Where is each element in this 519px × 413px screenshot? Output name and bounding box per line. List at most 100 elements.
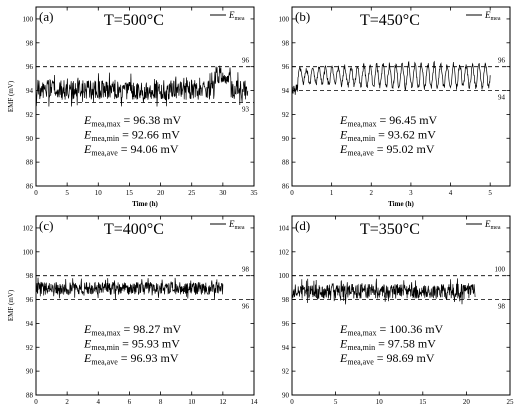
stat-annotation: Emea,max = 100.36 mV <box>339 322 444 338</box>
y-tick-label: 86 <box>26 183 34 191</box>
y-tick-label: 100 <box>23 15 34 23</box>
plot-frame <box>291 6 511 187</box>
stat-annotation: Emea,ave = 96.93 mV <box>83 351 179 367</box>
stat-value: = 96.45 mV <box>376 113 437 127</box>
stat-subscript: mea,ave <box>347 358 374 367</box>
stat-annotation: Emea,max = 96.38 mV <box>83 113 182 129</box>
stat-annotation: Emea,min = 95.93 mV <box>83 337 180 353</box>
x-tick-label: 1 <box>330 189 334 197</box>
stat-symbol: E <box>83 142 92 156</box>
y-tick-label: 100 <box>279 272 290 280</box>
stat-subscript: mea,max <box>91 329 120 338</box>
y-tick-label: 100 <box>279 15 290 23</box>
y-tick-label: 100 <box>23 248 34 256</box>
y-tick-label: 94 <box>282 344 290 352</box>
x-tick-label: 2 <box>65 398 69 406</box>
x-tick-label: 5 <box>488 189 492 197</box>
y-tick-label: 94 <box>26 320 34 328</box>
x-tick-label: 25 <box>507 398 515 406</box>
legend-symbol: E <box>228 219 235 229</box>
y-tick-label: 102 <box>23 224 34 232</box>
x-axis-label: Time (h) <box>132 200 158 208</box>
y-tick-label: 96 <box>282 63 290 71</box>
stat-annotation: Emea,ave = 98.69 mV <box>339 351 435 367</box>
y-tick-label: 98 <box>26 272 34 280</box>
panel-title: T=400°C <box>104 221 164 238</box>
stat-value: = 94.06 mV <box>118 142 179 156</box>
plot-frame <box>35 215 255 396</box>
reference-line-label: 96 <box>242 57 250 65</box>
stat-value: = 96.38 mV <box>120 113 181 127</box>
plot-frame <box>291 215 511 396</box>
stat-value: = 100.36 mV <box>376 322 443 336</box>
x-axis-label: Time (h) <box>388 200 414 208</box>
y-tick-label: 104 <box>279 224 290 232</box>
stat-subscript: mea,min <box>347 134 375 143</box>
x-tick-label: 30 <box>219 189 227 197</box>
y-tick-label: 92 <box>26 344 34 352</box>
x-tick-label: 4 <box>449 189 453 197</box>
y-axis-label: EMF (mV) <box>7 289 15 321</box>
legend-label: Emea <box>228 219 245 231</box>
y-tick-label: 96 <box>282 320 290 328</box>
stat-value: = 97.58 mV <box>375 337 436 351</box>
x-tick-label: 12 <box>219 398 227 406</box>
y-tick-label: 94 <box>26 87 34 95</box>
y-tick-label: 90 <box>26 135 34 143</box>
stat-annotation: Emea,ave = 94.06 mV <box>83 142 179 158</box>
x-tick-label: 20 <box>463 398 471 406</box>
stat-subscript: mea,min <box>91 343 119 352</box>
x-tick-label: 0 <box>34 189 38 197</box>
y-tick-label: 96 <box>26 63 34 71</box>
y-axis-label: EMF (mV) <box>7 80 15 112</box>
stat-value: = 92.66 mV <box>119 128 180 142</box>
x-tick-label: 35 <box>251 189 259 197</box>
stat-value: = 98.27 mV <box>120 322 181 336</box>
y-tick-label: 86 <box>282 183 290 191</box>
x-tick-label: 6 <box>128 398 132 406</box>
y-tick-label: 92 <box>282 111 290 119</box>
stat-subscript: mea,ave <box>91 149 118 158</box>
emf-series-line <box>35 277 224 300</box>
chart-panel: 88 90 92 94 96 98 100 102 0 2 4 6 8 10 12 14 EMF (mV) 98 9… <box>7 215 258 406</box>
legend-subscript: mea <box>235 225 245 231</box>
stat-value: = 95.02 mV <box>374 142 435 156</box>
y-tick-label: 88 <box>282 159 290 167</box>
x-tick-label: 10 <box>95 189 103 197</box>
x-tick-label: 2 <box>370 189 374 197</box>
panel-title: T=450°C <box>360 12 420 29</box>
stat-subscript: mea,max <box>347 329 376 338</box>
x-tick-label: 10 <box>188 398 196 406</box>
emf-series-line <box>291 278 476 305</box>
panel-label: (d) <box>295 218 310 233</box>
legend-subscript: mea <box>491 16 501 22</box>
stat-annotation: Emea,max = 96.45 mV <box>339 113 438 129</box>
reference-line-label: 96 <box>242 303 250 311</box>
chart-panel: 86 88 90 92 94 96 98 100 0 5 10 15 20 25 30 35 EMF (mV) T… <box>7 6 259 208</box>
stat-subscript: mea,ave <box>91 358 118 367</box>
y-tick-label: 92 <box>282 368 290 376</box>
panel-label: (a) <box>39 9 53 24</box>
x-tick-label: 0 <box>290 189 294 197</box>
stat-symbol: E <box>339 113 348 127</box>
stat-value: = 93.62 mV <box>375 128 436 142</box>
y-tick-label: 90 <box>282 392 290 400</box>
x-tick-label: 15 <box>419 398 427 406</box>
stat-value: = 95.93 mV <box>119 337 180 351</box>
y-tick-label: 98 <box>282 39 290 47</box>
x-tick-label: 4 <box>97 398 101 406</box>
reference-line-label: 93 <box>242 105 250 113</box>
stat-symbol: E <box>83 113 92 127</box>
y-tick-label: 90 <box>282 135 290 143</box>
legend-label: Emea <box>228 10 245 22</box>
stat-symbol: E <box>339 337 348 351</box>
x-tick-label: 3 <box>409 189 413 197</box>
reference-line-label: 98 <box>242 266 250 274</box>
y-tick-label: 88 <box>26 159 34 167</box>
x-tick-label: 5 <box>334 398 338 406</box>
x-tick-label: 10 <box>376 398 384 406</box>
chart-panel: 86 88 90 92 94 96 98 100 0 1 2 3 4 5 Time (h) 96 94 (b) T=… <box>279 6 511 208</box>
stat-subscript: mea,min <box>347 343 375 352</box>
y-tick-label: 98 <box>26 39 34 47</box>
